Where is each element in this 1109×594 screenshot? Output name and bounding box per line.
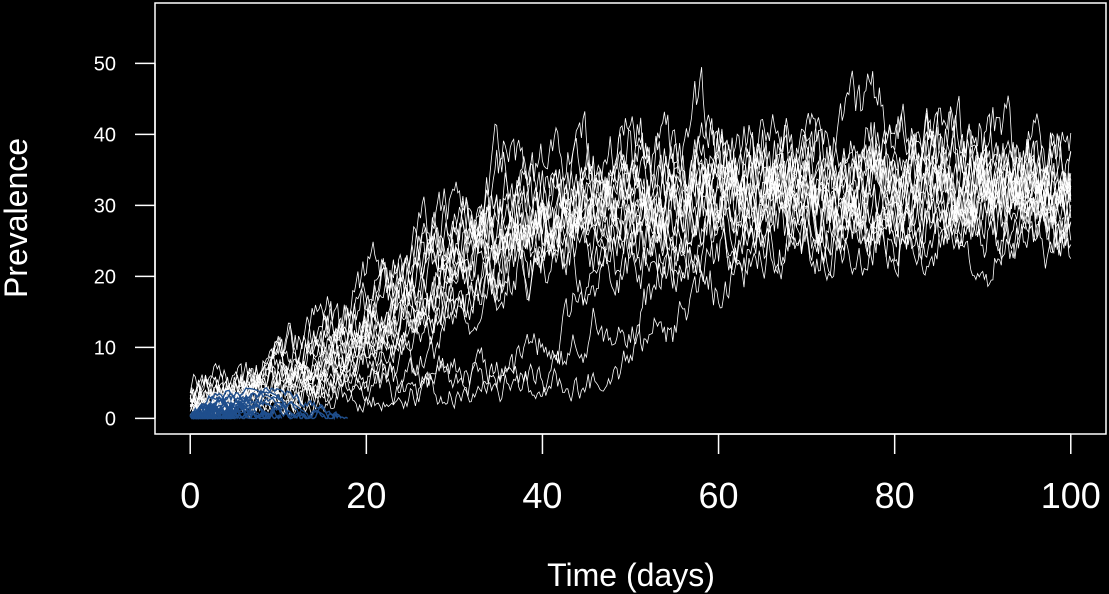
series-line-established	[190, 134, 1072, 419]
x-tick-label: 20	[346, 475, 386, 516]
x-tick-label: 80	[875, 475, 915, 516]
x-axis: 0 20 40 60 80 100	[180, 433, 1101, 516]
y-tick-label: 10	[94, 337, 116, 359]
series-layer	[189, 67, 1072, 421]
series-line-established	[189, 117, 1072, 416]
series-line-established	[189, 67, 1072, 420]
y-tick-label: 50	[94, 53, 116, 75]
series-line-established	[189, 138, 1072, 411]
series-line-established	[189, 145, 1072, 419]
series-line-established	[189, 138, 1072, 416]
x-tick-label: 0	[180, 475, 200, 516]
y-tick-label: 30	[94, 195, 116, 217]
series-line-extinct	[189, 392, 249, 419]
series-line-established	[189, 133, 1072, 419]
series-line-established	[189, 148, 1072, 415]
y-axis-title: Prevalence	[0, 138, 34, 298]
series-line-established	[190, 114, 1072, 419]
y-tick-label: 20	[94, 266, 116, 288]
x-axis-title: Time (days)	[547, 557, 715, 593]
x-tick-label: 60	[699, 475, 739, 516]
series-line-extinct	[189, 387, 296, 420]
series-line-established	[189, 163, 1072, 417]
y-tick-label: 40	[94, 124, 116, 146]
y-tick-label: 0	[105, 408, 116, 430]
y-axis: 0 10 20 30 40 50	[94, 53, 156, 430]
x-tick-label: 100	[1041, 475, 1101, 516]
series-line-established	[189, 95, 1072, 419]
x-tick-label: 40	[522, 475, 562, 516]
